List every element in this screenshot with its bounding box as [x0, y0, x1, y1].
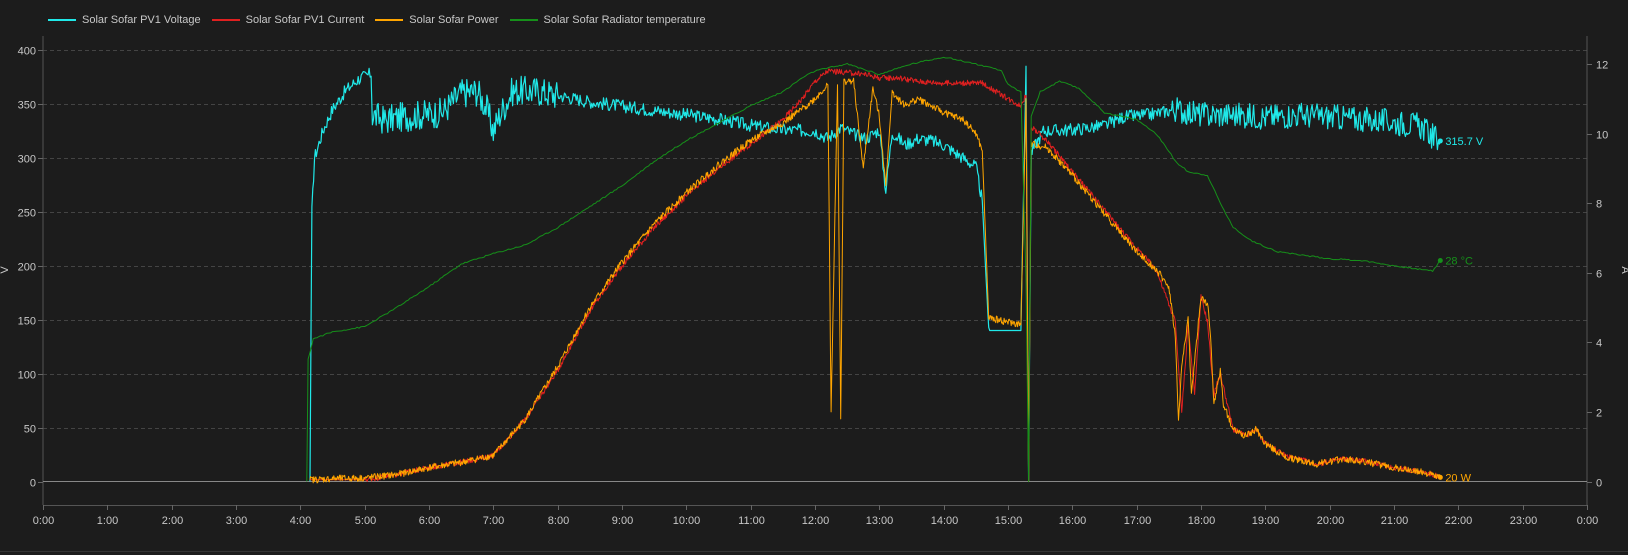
left-tick-label: 200 [18, 262, 36, 274]
legend-swatch-radiator-temperature [509, 19, 538, 21]
right-tick-label: 12 [1596, 60, 1608, 72]
x-tick-label: 12:00 [802, 515, 830, 527]
left-tick-label: 350 [18, 100, 36, 112]
x-tick-label: 23:00 [1510, 515, 1538, 527]
end-label-pv1-voltage: 315.7 V [1445, 136, 1484, 148]
left-tick-labels: 0 50 100 150 200 250 300 350 400 [18, 46, 43, 490]
right-tick-label: 4 [1596, 338, 1602, 350]
x-tick-label: 0:00 [33, 515, 54, 527]
left-tick-label: 250 [18, 208, 36, 220]
x-tick-label: 19:00 [1252, 515, 1280, 527]
left-tick-label: 50 [24, 424, 36, 436]
right-tick-label: 0 [1596, 478, 1602, 490]
x-tick-label: 11:00 [738, 515, 765, 527]
legend-label-radiator-temperature: Solar Sofar Radiator temperature [543, 14, 706, 26]
legend-item-radiator-temperature[interactable]: Solar Sofar Radiator temperature [509, 14, 706, 26]
x-tick-label: 16:00 [1059, 515, 1087, 527]
legend-item-pv1-current[interactable]: Solar Sofar PV1 Current [211, 14, 365, 26]
series-line-pv1-voltage [309, 65, 1441, 483]
x-tick-label: 7:00 [483, 515, 504, 527]
right-tick-labels: 0 2 4 6 8 10 12 [1587, 60, 1608, 490]
x-tick-label: 6:00 [419, 515, 440, 527]
x-tick-label: 3:00 [226, 515, 247, 527]
chart-legend: Solar Sofar PV1 Voltage Solar Sofar PV1 … [48, 12, 717, 28]
x-tick-label: 10:00 [673, 515, 701, 527]
series-line-radiator-temperature [306, 56, 1441, 482]
legend-item-pv1-voltage[interactable]: Solar Sofar PV1 Voltage [48, 14, 201, 26]
x-tick-label: 5:00 [355, 515, 376, 527]
legend-swatch-power [375, 19, 404, 21]
legend-label-pv1-current: Solar Sofar PV1 Current [245, 14, 365, 26]
x-tick-label: 22:00 [1445, 515, 1473, 527]
x-tick-labels: 0:00 1:00 2:00 3:00 4:00 5:00 6:00 7:00 8:00 9:00… [33, 505, 1598, 527]
series-end-labels: 315.7 V 20 W 28 °C [1437, 136, 1484, 484]
grid-lines [43, 50, 1587, 429]
legend-label-power: Solar Sofar Power [409, 14, 499, 26]
right-tick-label: 8 [1596, 199, 1602, 211]
left-tick-label: 150 [18, 316, 36, 328]
x-tick-label: 4:00 [290, 515, 311, 527]
x-tick-label: 0:00 [1577, 515, 1598, 527]
x-tick-label: 9:00 [612, 515, 633, 527]
left-tick-label: 100 [18, 370, 36, 382]
left-tick-label: 0 [30, 478, 36, 490]
x-tick-label: 13:00 [866, 515, 894, 527]
x-tick-label: 20:00 [1317, 515, 1345, 527]
right-tick-label: 6 [1596, 269, 1602, 281]
series-lines [306, 56, 1441, 484]
end-label-radiator-temperature: 28 °C [1445, 256, 1473, 268]
left-axis-title: V [0, 266, 11, 274]
x-tick-label: 18:00 [1188, 515, 1216, 527]
right-axis-title: A [1619, 266, 1628, 274]
left-tick-label: 400 [18, 46, 36, 58]
series-line-power [309, 77, 1441, 484]
legend-swatch-pv1-current [211, 19, 240, 21]
x-tick-label: 17:00 [1124, 515, 1152, 527]
left-tick-label: 300 [18, 154, 36, 166]
x-tick-label: 8:00 [548, 515, 569, 527]
end-label-power: 20 W [1445, 472, 1471, 484]
x-tick-label: 21:00 [1381, 515, 1409, 527]
legend-swatch-pv1-voltage [48, 19, 76, 21]
legend-item-power[interactable]: Solar Sofar Power [375, 14, 499, 26]
x-tick-label: 1:00 [97, 515, 118, 527]
x-tick-label: 14:00 [931, 515, 959, 527]
end-marker-radiator-temperature [1437, 258, 1443, 264]
x-tick-label: 15:00 [995, 515, 1023, 527]
right-tick-label: 2 [1596, 408, 1602, 420]
x-tick-label: 2:00 [162, 515, 183, 527]
end-marker-power [1437, 474, 1443, 480]
end-marker-pv1-voltage [1437, 138, 1443, 144]
right-tick-label: 10 [1596, 130, 1608, 142]
legend-label-pv1-voltage: Solar Sofar PV1 Voltage [82, 14, 201, 26]
